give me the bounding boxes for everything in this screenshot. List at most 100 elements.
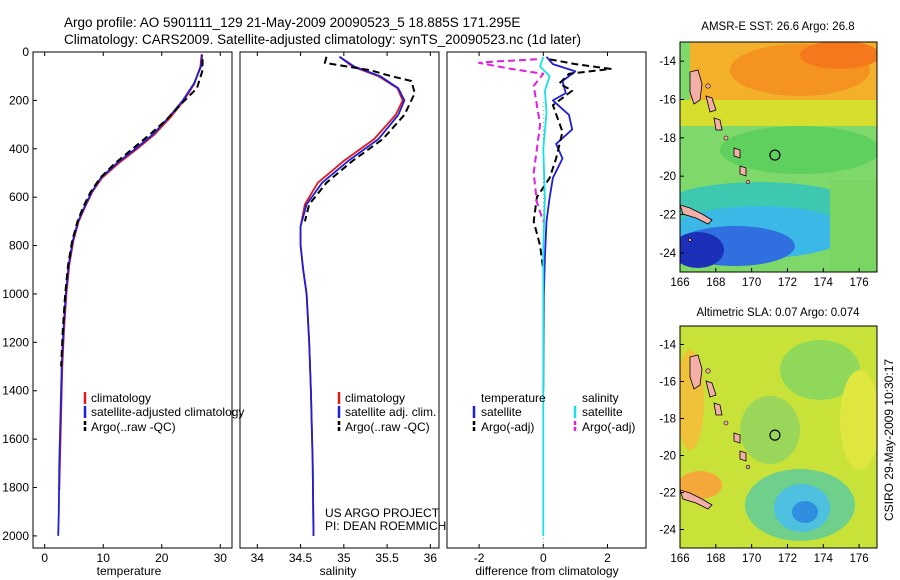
series-line-2: [60, 59, 204, 367]
legend-label-sat-adj: satellite adj. clim.: [345, 405, 436, 419]
y-tick-label: 1600: [2, 432, 29, 446]
island-small-a: [705, 368, 711, 374]
series-line-12: [303, 56, 416, 222]
map-x-tick-label: 174: [814, 553, 834, 565]
x-tick-label: -2: [474, 551, 485, 565]
island-vanuatu-c: [713, 402, 723, 416]
map-y-tick-label: -24: [659, 525, 676, 537]
salinity-series: [299, 56, 416, 536]
x-tick-label: 10: [97, 551, 111, 565]
sla-field-blue-eddy: [792, 501, 818, 523]
sla-field-green-center: [740, 396, 800, 464]
map-x-tick-label: 166: [670, 553, 689, 565]
legend-label-sal-argo: Argo(-adj): [582, 420, 635, 434]
island-new-caledonia: [680, 489, 713, 510]
legend-label-climatology: climatology: [91, 391, 151, 405]
map-y-tick-label: -14: [659, 56, 676, 68]
sla-field-green-east: [780, 340, 860, 400]
legend-label-argo: Argo(..raw -QC): [91, 420, 176, 434]
sla-field-yellow-northeast: [840, 370, 877, 470]
y-tick-label: 400: [9, 142, 29, 156]
x-tick-label: 20: [155, 551, 169, 565]
y-tick-label: 1000: [2, 287, 29, 301]
island-vanuatu-d: [733, 147, 741, 159]
legend-header-salinity: salinity: [582, 391, 619, 405]
sst-map-title: AMSR-E SST: 26.6 Argo: 26.8: [701, 21, 854, 33]
salinity-panel-frame: [239, 51, 440, 549]
map-x-tick-label: 172: [778, 277, 797, 289]
x-tick-label: 35: [337, 551, 351, 565]
difference-series: [478, 56, 612, 536]
temperature-legend: climatology satellite-adjusted climatolo…: [83, 391, 244, 434]
island-small-b: [723, 135, 729, 141]
map-y-tick-label: -20: [659, 171, 676, 183]
sst-map-frame: [679, 41, 878, 273]
figure-title-line2: Climatology: CARS2009. Satellite-adjuste…: [64, 32, 581, 47]
sst-field-warm-north: [800, 42, 877, 69]
sst-map-ticks: 166 168 170 172 174 176 -24 -22 -20 -18 -16 -14: [659, 56, 868, 289]
island-small-b: [723, 420, 729, 426]
difference-xlabel: difference from climatology: [475, 564, 618, 578]
legend-label-temp-satellite: satellite: [481, 405, 522, 419]
y-tick-label: 1400: [2, 384, 29, 398]
y-tick-label: 800: [9, 239, 29, 253]
y-tick-label: 0: [22, 45, 29, 59]
argo-location-marker: [769, 149, 781, 161]
island-vanuatu-d: [733, 432, 741, 444]
island-small-d: [688, 238, 692, 242]
y-tick-label: 600: [9, 190, 29, 204]
map-x-tick-label: 170: [742, 277, 761, 289]
map-x-tick-label: 166: [670, 277, 689, 289]
map-y-tick-label: -22: [659, 488, 676, 500]
sst-field-green-southeast: [830, 180, 877, 272]
y-tick-label: 2000: [2, 529, 29, 543]
island-vanuatu-e: [739, 450, 747, 462]
x-tick-label: 35.5: [375, 551, 399, 565]
x-tick-label: 0: [540, 551, 547, 565]
argo-location-marker: [769, 429, 781, 441]
temperature-series: [57, 54, 204, 536]
map-y-tick-label: -22: [659, 210, 676, 222]
map-x-tick-label: 174: [814, 277, 834, 289]
island-vanuatu-b: [705, 95, 717, 113]
sst-field-green-core: [720, 126, 877, 174]
map-y-tick-label: -20: [659, 451, 676, 463]
sla-field-orange-southwest: [680, 471, 722, 499]
sla-map-frame: [679, 325, 878, 549]
map-y-tick-label: -14: [659, 340, 676, 352]
series-line-20: [542, 56, 577, 391]
side-timestamp-label: CSIRO 29-May-2009 10:30:17: [882, 359, 896, 521]
series-line-21: [532, 58, 612, 270]
sla-map-ticks: 166 168 170 172 174 176 -24 -22 -20 -18 -16 -14: [659, 340, 868, 566]
x-tick-label: 2: [604, 551, 611, 565]
series-line-22: [539, 56, 551, 536]
map-x-tick-label: 176: [849, 277, 868, 289]
difference-axes: -2 0 2: [474, 52, 611, 565]
island-small-c: [745, 179, 751, 185]
x-tick-label: 36: [424, 551, 438, 565]
sst-map: 166 168 170 172 174 176 -24 -22 -20 -18 -16 -14: [659, 41, 878, 289]
salinity-axes: 34 34.5 35 35.5 36: [251, 52, 438, 565]
y-tick-label: 1200: [2, 335, 29, 349]
salinity-xlabel: salinity: [320, 564, 357, 578]
map-y-tick-label: -24: [659, 248, 676, 260]
island-small-c: [745, 464, 751, 470]
salinity-legend: climatology satellite adj. clim. Argo(..…: [337, 391, 436, 434]
legend-label-sat-adjusted: satellite-adjusted climatology: [91, 405, 244, 419]
island-vanuatu-c: [713, 117, 723, 131]
island-small-a: [705, 83, 711, 89]
island-vanuatu-a: [689, 354, 703, 390]
island-vanuatu-b: [705, 380, 717, 398]
map-x-tick-label: 168: [706, 553, 725, 565]
sla-map: 166 168 170 172 174 176 -24 -22 -20 -18 -16 -14: [659, 325, 878, 566]
credit-line2: PI: DEAN ROEMMICH: [325, 519, 446, 533]
map-x-tick-label: 168: [706, 277, 725, 289]
map-y-tick-label: -18: [659, 133, 676, 145]
map-y-tick-label: -16: [659, 95, 676, 107]
series-line-11: [299, 56, 406, 536]
legend-label-sal-satellite: satellite: [582, 405, 623, 419]
x-tick-label: 30: [214, 551, 228, 565]
temperature-xlabel: temperature: [97, 564, 162, 578]
x-tick-label: 34.5: [289, 551, 313, 565]
map-y-tick-label: -16: [659, 377, 676, 389]
